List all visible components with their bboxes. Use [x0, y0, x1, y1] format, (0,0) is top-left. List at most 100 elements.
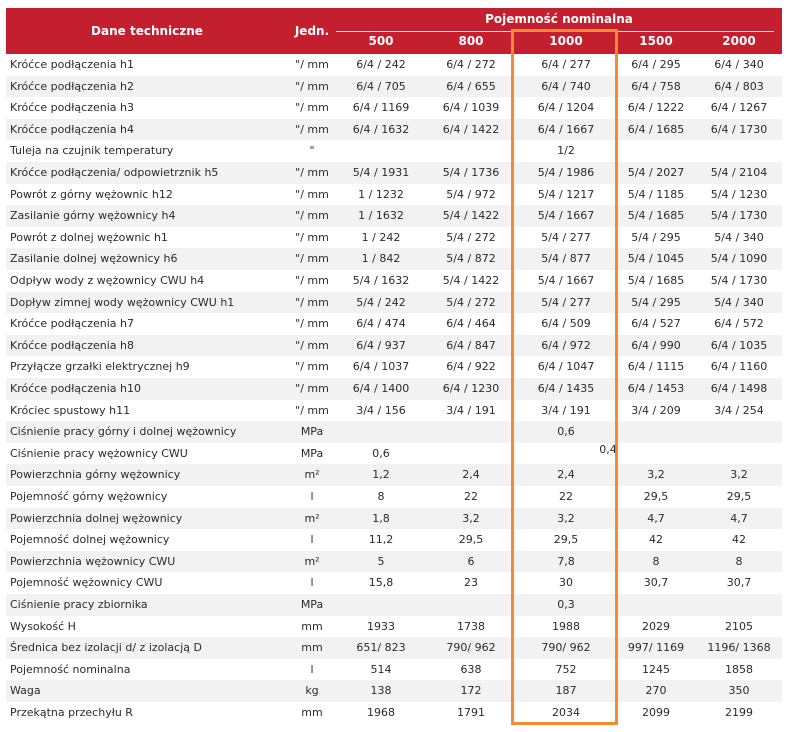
table-row: Króćce podłączenia h1 "/ mm 6/4 / 242 6/4 /…	[6, 54, 782, 76]
row-value-500: 1 / 842	[361, 252, 401, 266]
table-row: Wysokość H mm 1933 1738 1988 2029 2105	[6, 616, 782, 638]
row-value-500: 138	[370, 684, 392, 698]
row-value-800: 3/4 / 191	[446, 403, 496, 417]
row-value-500: 6/4 / 1037	[352, 360, 410, 374]
row-value-1500: 6/4 / 1685	[627, 122, 685, 136]
row-value-800: 5/4 / 272	[446, 295, 496, 309]
row-value-500: 1,2	[372, 468, 390, 482]
table-row: Tuleja na czujnik temperatury " 1/2	[6, 140, 782, 162]
row-label: Średnica bez izolacji d/ z izolacją D	[10, 641, 202, 655]
row-unit: "/ mm	[295, 187, 329, 201]
row-label: Powierzchnia górny wężownicy	[10, 468, 181, 482]
row-label: Króćce podłączenia h10	[10, 382, 141, 395]
row-unit: m²	[304, 468, 320, 482]
row-value-1000: 6/4 / 1047	[537, 360, 595, 374]
row-value-2000: 6/4 / 1035	[710, 338, 768, 352]
row-value-2000: 5/4 / 1230	[710, 187, 768, 201]
table-row: Ciśnienie pracy zbiornika MPa 0,3	[6, 594, 782, 616]
row-unit: "/ mm	[295, 101, 329, 115]
table-row: Średnica bez izolacji d/ z izolacją D mm 6…	[6, 637, 782, 659]
table-row: Króćce podłączenia h10 "/ mm 6/4 / 1400 6/4…	[6, 378, 782, 400]
row-unit: "/ mm	[295, 166, 329, 179]
row-value-2000: 350	[728, 684, 750, 698]
row-value-1500: 1245	[642, 662, 670, 676]
row-value-800: 6/4 / 464	[446, 317, 496, 331]
row-value-2000: 6/4 / 1160	[710, 360, 768, 374]
header-divider	[336, 31, 774, 32]
row-value-1500: 6/4 / 758	[631, 79, 681, 93]
row-value-800: 6	[467, 554, 475, 568]
row-unit: "/ mm	[295, 58, 329, 71]
row-label: Króćce podłączenia h1	[10, 58, 134, 71]
table-row: Króćce podłączenia h2 "/ mm 6/4 / 705 6/4 /…	[6, 75, 782, 98]
row-value-800: 3,2	[462, 511, 480, 525]
row-label: Ciśnienie pracy górny i dolnej wężownicy	[10, 425, 237, 439]
row-unit: "/ mm	[295, 79, 329, 93]
row-value-1000: 6/4 / 1435	[537, 382, 595, 395]
table-row: Przekątna przechyłu R mm 1968 1791 2034 2099 2…	[6, 702, 782, 724]
row-value-800: 6/4 / 847	[446, 338, 496, 352]
row-value-500: 6/4 / 705	[356, 79, 406, 93]
row-value-2000: 2199	[725, 706, 753, 719]
row-value-1000: 2,4	[557, 468, 575, 482]
row-value-1500: 2099	[642, 706, 670, 719]
row-unit: "/ mm	[295, 274, 329, 287]
row-label: Króćce podłączenia h4	[10, 122, 134, 136]
row-value-1500: 6/4 / 1115	[627, 360, 685, 374]
row-value-1500: 5/4 / 1185	[627, 187, 685, 201]
row-value-1500: 30,7	[643, 576, 669, 590]
row-label: Powrót z górny wężownic h12	[10, 187, 173, 201]
row-unit: "/ mm	[295, 252, 329, 266]
header-capacity-2000: 2000	[722, 34, 756, 48]
row-value-800: 5/4 / 872	[446, 252, 496, 266]
row-label: Króciec spustowy h11	[10, 403, 131, 417]
row-value-1000: 6/4 / 1667	[537, 122, 595, 136]
row-value-800: 2,4	[462, 468, 480, 482]
row-shared-value: 1/2	[557, 144, 575, 158]
row-label: Powierzchnia wężownicy CWU	[10, 554, 176, 568]
row-label: Króćce podłączenia h3	[10, 101, 134, 115]
header-nominal-capacity: Pojemność nominalna	[485, 12, 633, 26]
row-unit: mm	[301, 641, 323, 655]
row-value-800: 5/4 / 272	[446, 230, 496, 244]
row-value-500: 6/4 / 474	[356, 317, 406, 331]
row-unit: m²	[304, 554, 320, 568]
row-value-1000: 7,8	[557, 554, 575, 568]
row-unit: "/ mm	[295, 317, 329, 331]
table-row: Powierzchnia dolnej wężownicy m² 1,8 3,2 3,2…	[6, 507, 782, 530]
row-value-1000: 1988	[552, 619, 580, 633]
row-value-500: 8	[377, 490, 385, 503]
row-unit: l	[310, 490, 314, 503]
row-value-2000: 8	[735, 554, 743, 568]
row-value-500: 5/4 / 1632	[352, 274, 410, 287]
row-unit: "/ mm	[295, 403, 329, 417]
row-value-2000	[696, 443, 782, 465]
row-value-800: 1791	[457, 706, 485, 719]
row-value-800: 172	[460, 684, 482, 698]
row-value-500: 1 / 1632	[358, 209, 404, 223]
table-row: Odpływ wody z wężownicy CWU h4 "/ mm 5/4 /…	[6, 270, 782, 292]
row-unit: m²	[304, 511, 320, 525]
row-label: Odpływ wody z wężownicy CWU h4	[10, 274, 205, 287]
table-row: Powierzchnia górny wężownicy m² 1,2 2,4 2,4 3…	[6, 464, 782, 486]
row-value-500: 5/4 / 242	[356, 295, 406, 309]
row-value-1000: 22	[559, 490, 573, 503]
row-value-500: 514	[370, 662, 392, 676]
row-unit: "/ mm	[295, 382, 329, 395]
row-value-1500: 6/4 / 1453	[627, 382, 685, 395]
table-row: Pojemność dolnej wężownicy l 11,2 29,5 29,5 4…	[6, 529, 782, 551]
row-label: Króćce podłączenia h7	[10, 317, 134, 331]
row-value-800: 22	[464, 490, 478, 503]
row-value-1000: 752	[555, 662, 577, 676]
table-row: Króćce podłączenia h3 "/ mm 6/4 / 1169 6/4 …	[6, 97, 782, 119]
row-label: Ciśnienie pracy wężownicy CWU	[10, 446, 188, 460]
row-value-2000: 6/4 / 1498	[710, 382, 768, 395]
row-value-2000: 1196/ 1368	[707, 641, 771, 655]
row-label: Przekątna przechyłu R	[10, 706, 133, 719]
row-value-500: 1,8	[372, 511, 390, 525]
row-unit: "/ mm	[295, 122, 329, 136]
row-value-1000: 2034	[552, 706, 580, 719]
row-value-2000: 6/4 / 1267	[710, 101, 768, 115]
row-value-800: 790/ 962	[446, 641, 496, 655]
row-shared-value: 0,3	[557, 598, 575, 611]
